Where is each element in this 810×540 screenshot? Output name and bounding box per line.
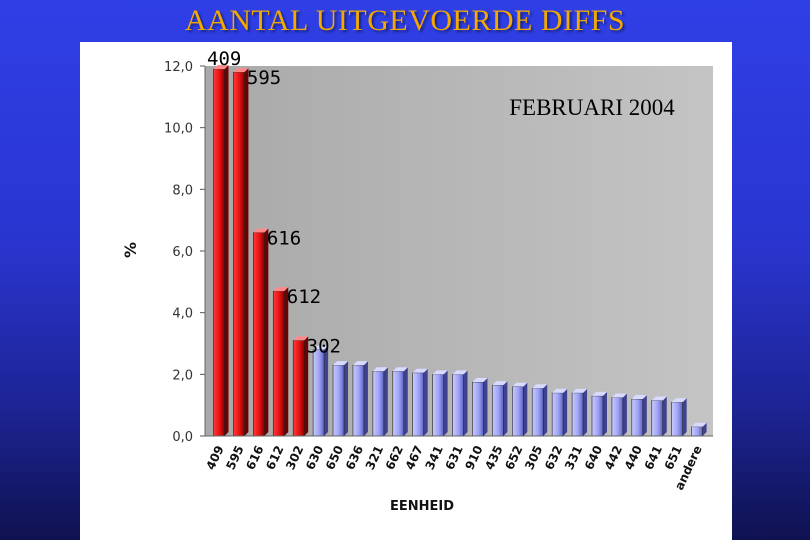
bar [213,65,229,437]
y-tick-label: 6,0 [172,245,193,260]
bar [492,381,508,437]
bar [671,398,687,437]
bar-annotation: 616 [267,228,301,250]
bar [253,228,269,437]
x-tick-label: 435 [482,443,505,472]
bar [372,367,388,437]
bar-annotations: 409 595 616 612 302 [207,48,341,357]
bar-annotation: 595 [247,67,281,89]
bar [611,393,627,437]
bar [472,378,488,437]
bar [571,388,588,437]
y-tick-label: 8,0 [172,183,193,198]
bar-annotation: 612 [287,286,321,308]
x-tick-label: 662 [383,443,406,472]
bar [292,336,309,437]
x-tick-label: 641 [642,443,665,472]
x-tick-label: 650 [323,443,346,472]
x-tick-label: 305 [522,443,545,472]
x-tick-label: 595 [223,443,246,472]
x-tick-label: 630 [303,443,326,472]
x-tick-label: 632 [542,443,565,472]
x-tick-label: 612 [263,443,286,472]
y-tick-label: 10,0 [164,122,193,137]
bar [452,370,468,437]
x-tick-label: 652 [502,443,525,472]
bar [432,370,448,437]
x-tick-label: 302 [283,443,306,472]
y-tick-label: 2,0 [172,368,193,383]
bar [233,68,249,437]
x-axis-labels: 4095956166123026306506363216624673416319… [203,443,704,492]
bar-annotation: 409 [207,48,241,70]
bar [352,361,368,437]
bar [531,384,548,437]
bar [591,391,607,437]
bar [412,368,428,437]
bar [511,382,528,437]
bar-annotation: 302 [307,335,341,357]
x-tick-label: 331 [562,443,585,472]
bar [631,395,647,437]
bar [312,345,329,437]
y-axis: 0,0 2,0 4,0 6,0 8,0 10,0 12,0 [164,60,206,445]
x-tick-label: 640 [582,443,605,472]
chart-title: FEBRUARI 2004 [509,95,675,120]
x-tick-label: 636 [343,443,366,472]
y-tick-label: 4,0 [172,307,193,322]
x-tick-label: 409 [203,443,226,472]
bar [272,287,289,437]
bar [332,361,349,437]
x-tick-label: 321 [363,443,386,472]
x-tick-label: 910 [462,443,485,472]
x-tick-label: 341 [423,443,446,472]
x-tick-label: 442 [602,443,625,472]
x-tick-label: 467 [403,443,426,472]
y-tick-label: 12,0 [164,60,193,75]
y-axis-label: % [121,242,140,258]
bar [392,367,408,437]
x-tick-label: 616 [243,443,266,472]
bar [551,388,568,437]
y-tick-label: 0,0 [172,430,193,445]
x-axis-label: EENHEID [390,499,454,514]
slide-title: AANTAL UITGEVOERDE DIFFS [184,4,626,37]
bar-chart: 0,02,04,06,08,010,012,0 4095956166123026… [121,48,713,514]
x-tick-label: 631 [442,443,465,472]
bar [691,422,707,437]
bar [651,396,667,437]
bars [205,65,713,437]
x-tick-label: 440 [622,443,645,472]
chart-panel: 0,0 2,0 4,0 6,0 8,0 10,0 12,0 409 595 616 612 302 6… [80,42,732,540]
